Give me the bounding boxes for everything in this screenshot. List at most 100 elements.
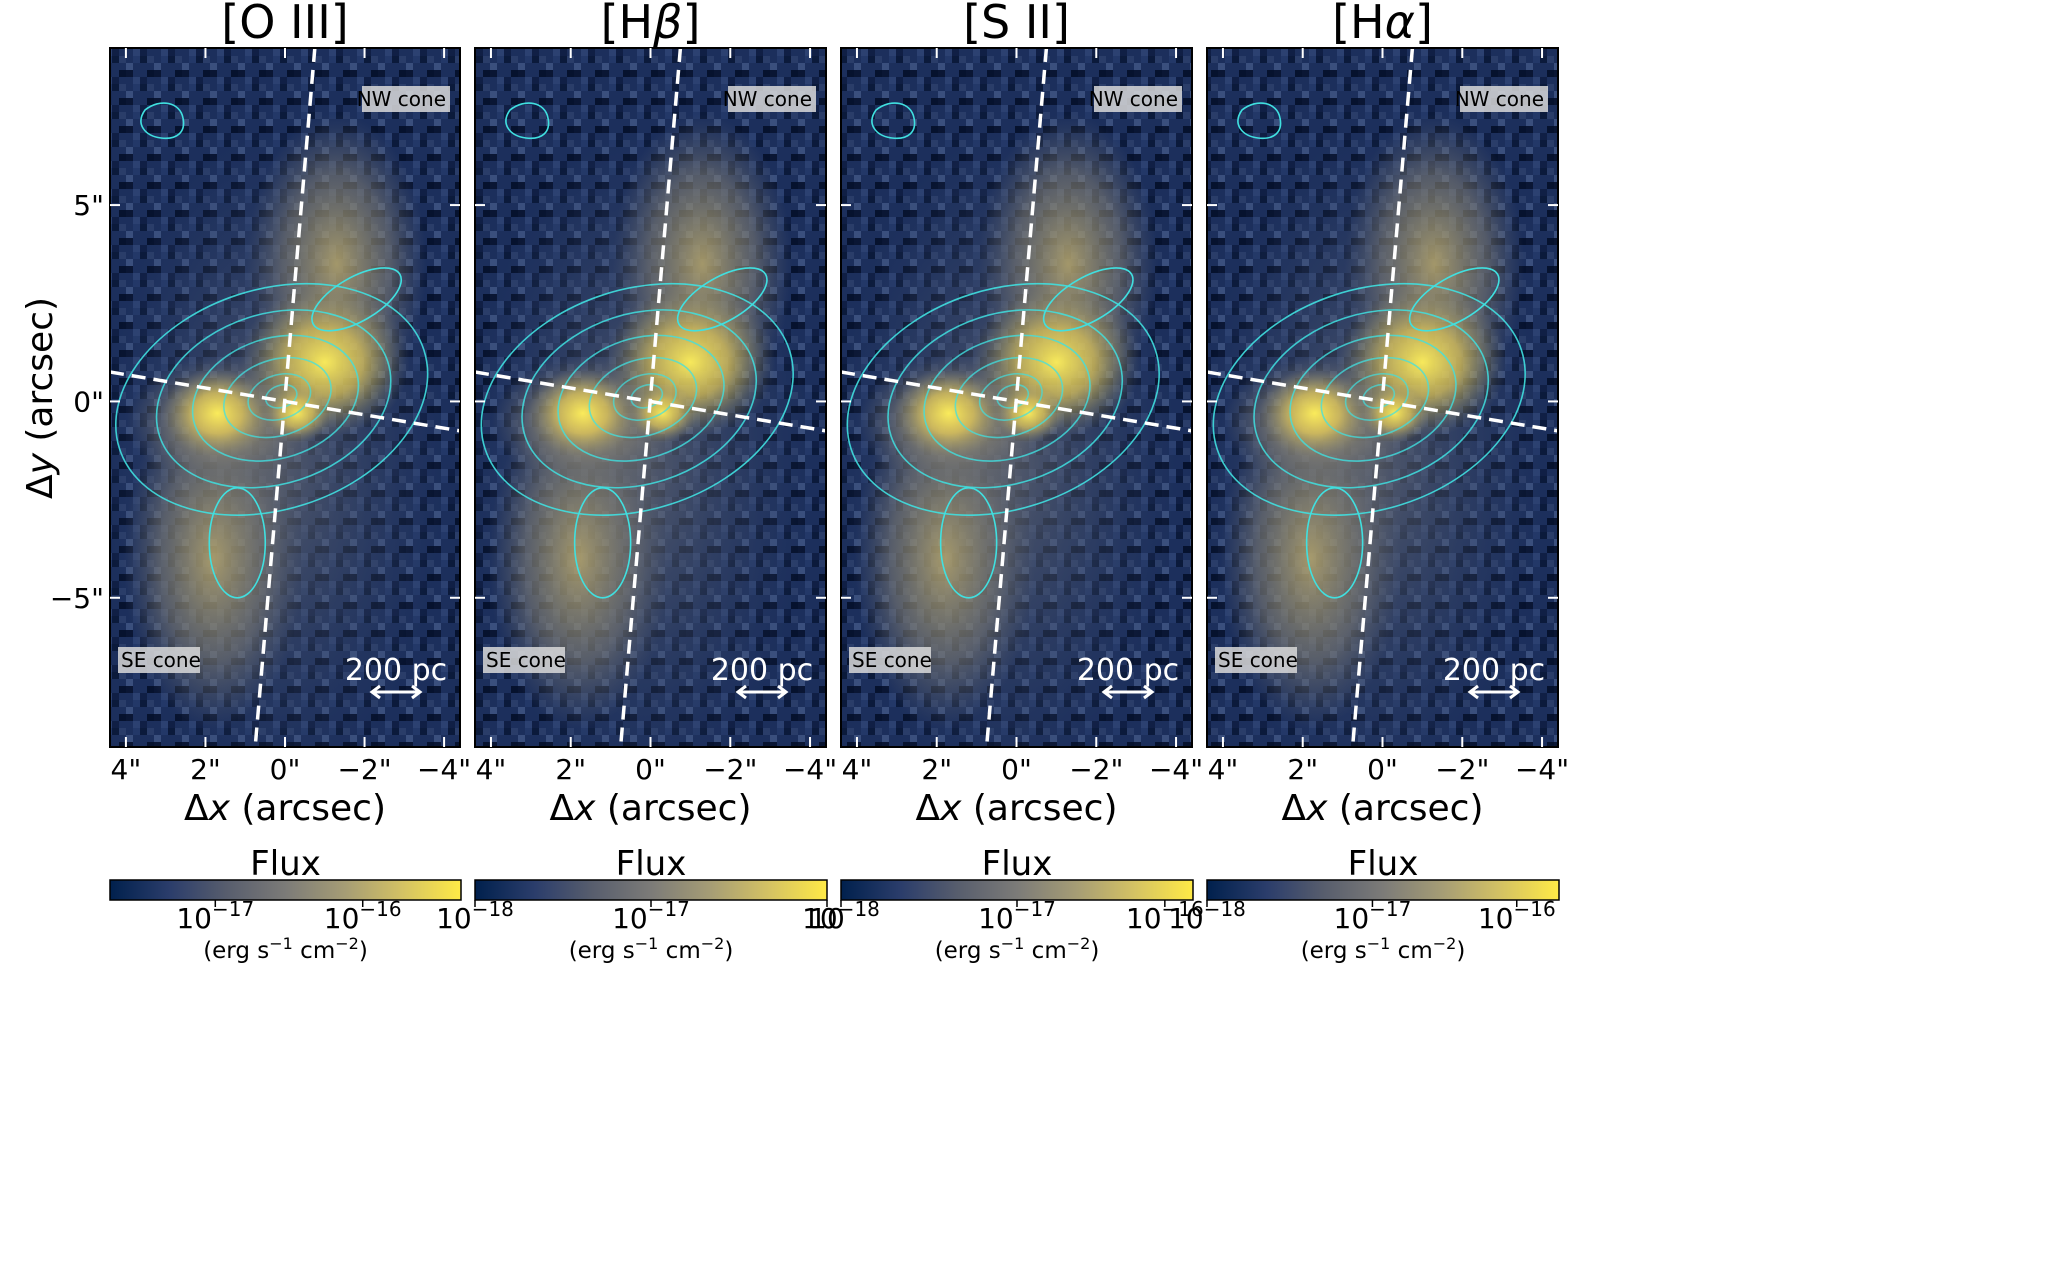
contours xyxy=(846,102,1160,599)
cone-axes xyxy=(475,48,826,747)
x-axis-label: Δx (arcsec) xyxy=(1281,788,1483,829)
colorbar-gradient xyxy=(1206,879,1560,901)
nw-cone-box xyxy=(1460,86,1548,112)
scalebar-label: 200 pc xyxy=(711,653,813,688)
nw-cone-box xyxy=(362,86,450,112)
colorbar-tick-label: 10−16 xyxy=(1126,897,1204,935)
contour-nw-blob xyxy=(505,102,550,140)
scalebar-arrow-left xyxy=(369,684,381,700)
panel-3: [S II] NW cone SE cone 200 pc 4" 2" 0" −2" −4" Δx… xyxy=(802,0,1204,964)
galaxy-major-axis-line xyxy=(475,370,826,433)
contour-level xyxy=(155,309,392,489)
colorbar-tick-label: 10−18 xyxy=(436,897,514,935)
se-cone-box xyxy=(1215,647,1297,673)
cone-axis-line xyxy=(1350,48,1415,747)
se-cone-label: SE cone xyxy=(1218,648,1298,672)
contour-nw-arm xyxy=(311,267,403,332)
colorbar: Flux 10−17 10−16(erg s−1 cm−2) xyxy=(109,844,462,964)
contours xyxy=(115,102,429,599)
contour-se-arm xyxy=(208,486,267,599)
x-tick-label: −4" xyxy=(417,753,471,786)
y-axis-label: Δy (arcsec) xyxy=(20,297,61,499)
colorbar-unit-label: (erg s−1 cm−2) xyxy=(569,934,734,964)
scalebar-arrow-right xyxy=(1143,684,1155,700)
contour-level xyxy=(923,334,1091,462)
flux-map: NW cone SE cone 200 pc xyxy=(475,48,826,747)
nw-cone-label: NW cone xyxy=(1455,87,1544,111)
x-tick-label: 2" xyxy=(555,753,586,786)
emission-core-east xyxy=(1259,368,1370,459)
contour-nw-blob xyxy=(140,102,185,140)
scalebar xyxy=(735,684,789,700)
x-tick-label: −2" xyxy=(337,753,391,786)
contour-level xyxy=(1344,373,1409,421)
contour-level xyxy=(191,334,360,462)
emission-core-east xyxy=(893,368,1004,459)
se-cone-box xyxy=(483,647,565,673)
nw-cone-box xyxy=(728,86,816,112)
colorbar-unit-label: (erg s−1 cm−2) xyxy=(935,934,1100,964)
x-tick-label: 2" xyxy=(921,753,952,786)
x-tick-label: 4" xyxy=(1208,753,1239,786)
contour-level xyxy=(1253,309,1490,489)
galaxy-major-axis-line xyxy=(841,370,1192,433)
contour-nw-arm xyxy=(676,267,768,332)
x-tick-label: −2" xyxy=(1435,753,1489,786)
cone-axis-line xyxy=(253,48,317,747)
contour-se-arm xyxy=(1305,486,1364,599)
scalebar xyxy=(369,684,423,700)
colorbar-tick-label: 10−18 xyxy=(1168,897,1246,935)
nw-cone-box xyxy=(1094,86,1182,112)
cone-axis-line xyxy=(618,48,683,747)
contour-level xyxy=(1212,282,1526,516)
contour-nw-arm xyxy=(1408,267,1500,332)
se-cone-box xyxy=(118,647,200,673)
x-tick-label: 4" xyxy=(476,753,507,786)
x-axis-label: Δx (arcsec) xyxy=(549,788,751,829)
contour-se-arm xyxy=(573,486,632,599)
x-tick-label: 2" xyxy=(190,753,221,786)
contour-level xyxy=(612,373,677,421)
contour-level xyxy=(557,334,725,462)
colorbar-tick-label: 10 xyxy=(809,902,845,935)
colorbar-tick-label: 10−17 xyxy=(978,897,1056,935)
contour-level xyxy=(1320,356,1430,439)
colorbar-tick-label: 10−16 xyxy=(1478,897,1556,935)
scalebar-arrow-left xyxy=(1467,684,1479,700)
x-axis-label: Δx (arcsec) xyxy=(915,788,1117,829)
panel-4: [Hα] NW cone SE cone 200 pc 4" 2" 0" −2" −4" Δx (… xyxy=(1168,0,1569,964)
x-tick-label: 0" xyxy=(1001,753,1032,786)
panel-1: [O III] NW cone SE cone 200 pc 4" 2" 0" −2" −4" 5… xyxy=(50,0,471,964)
x-tick-label: 2" xyxy=(1287,753,1318,786)
se-cone-label: SE cone xyxy=(121,648,201,672)
y-tick-label: −5" xyxy=(50,582,104,615)
panel-title: [O III] xyxy=(221,0,348,49)
x-tick-label: −2" xyxy=(1069,753,1123,786)
cone-axes xyxy=(110,48,460,747)
scalebar xyxy=(1467,684,1521,700)
colorbar-title: Flux xyxy=(250,844,321,884)
contours xyxy=(480,102,794,599)
scalebar-arrow-right xyxy=(1509,684,1521,700)
colorbar-tick-label: 10−17 xyxy=(612,897,690,935)
nw-cone-label: NW cone xyxy=(1089,87,1178,111)
contour-level xyxy=(115,282,429,516)
colorbar-tick-label: 10−17 xyxy=(176,897,254,935)
nw-cone-label: NW cone xyxy=(723,87,812,111)
emission-core-east xyxy=(162,368,273,459)
y-tick-label: 0" xyxy=(73,385,104,418)
x-tick-label: 0" xyxy=(635,753,666,786)
scalebar xyxy=(1101,684,1155,700)
scalebar-label: 200 pc xyxy=(345,653,447,688)
scalebar-label: 200 pc xyxy=(1077,653,1179,688)
x-tick-label: −4" xyxy=(1515,753,1569,786)
panel-title: [S II] xyxy=(963,0,1070,49)
nw-cone-label: NW cone xyxy=(357,87,446,111)
scalebar-arrow-right xyxy=(777,684,789,700)
flux-map: NW cone SE cone 200 pc xyxy=(110,48,460,747)
galaxy-major-axis-line xyxy=(110,370,460,433)
contour-nw-blob xyxy=(871,102,916,140)
x-tick-label: −4" xyxy=(783,753,837,786)
x-tick-label: 0" xyxy=(270,753,301,786)
